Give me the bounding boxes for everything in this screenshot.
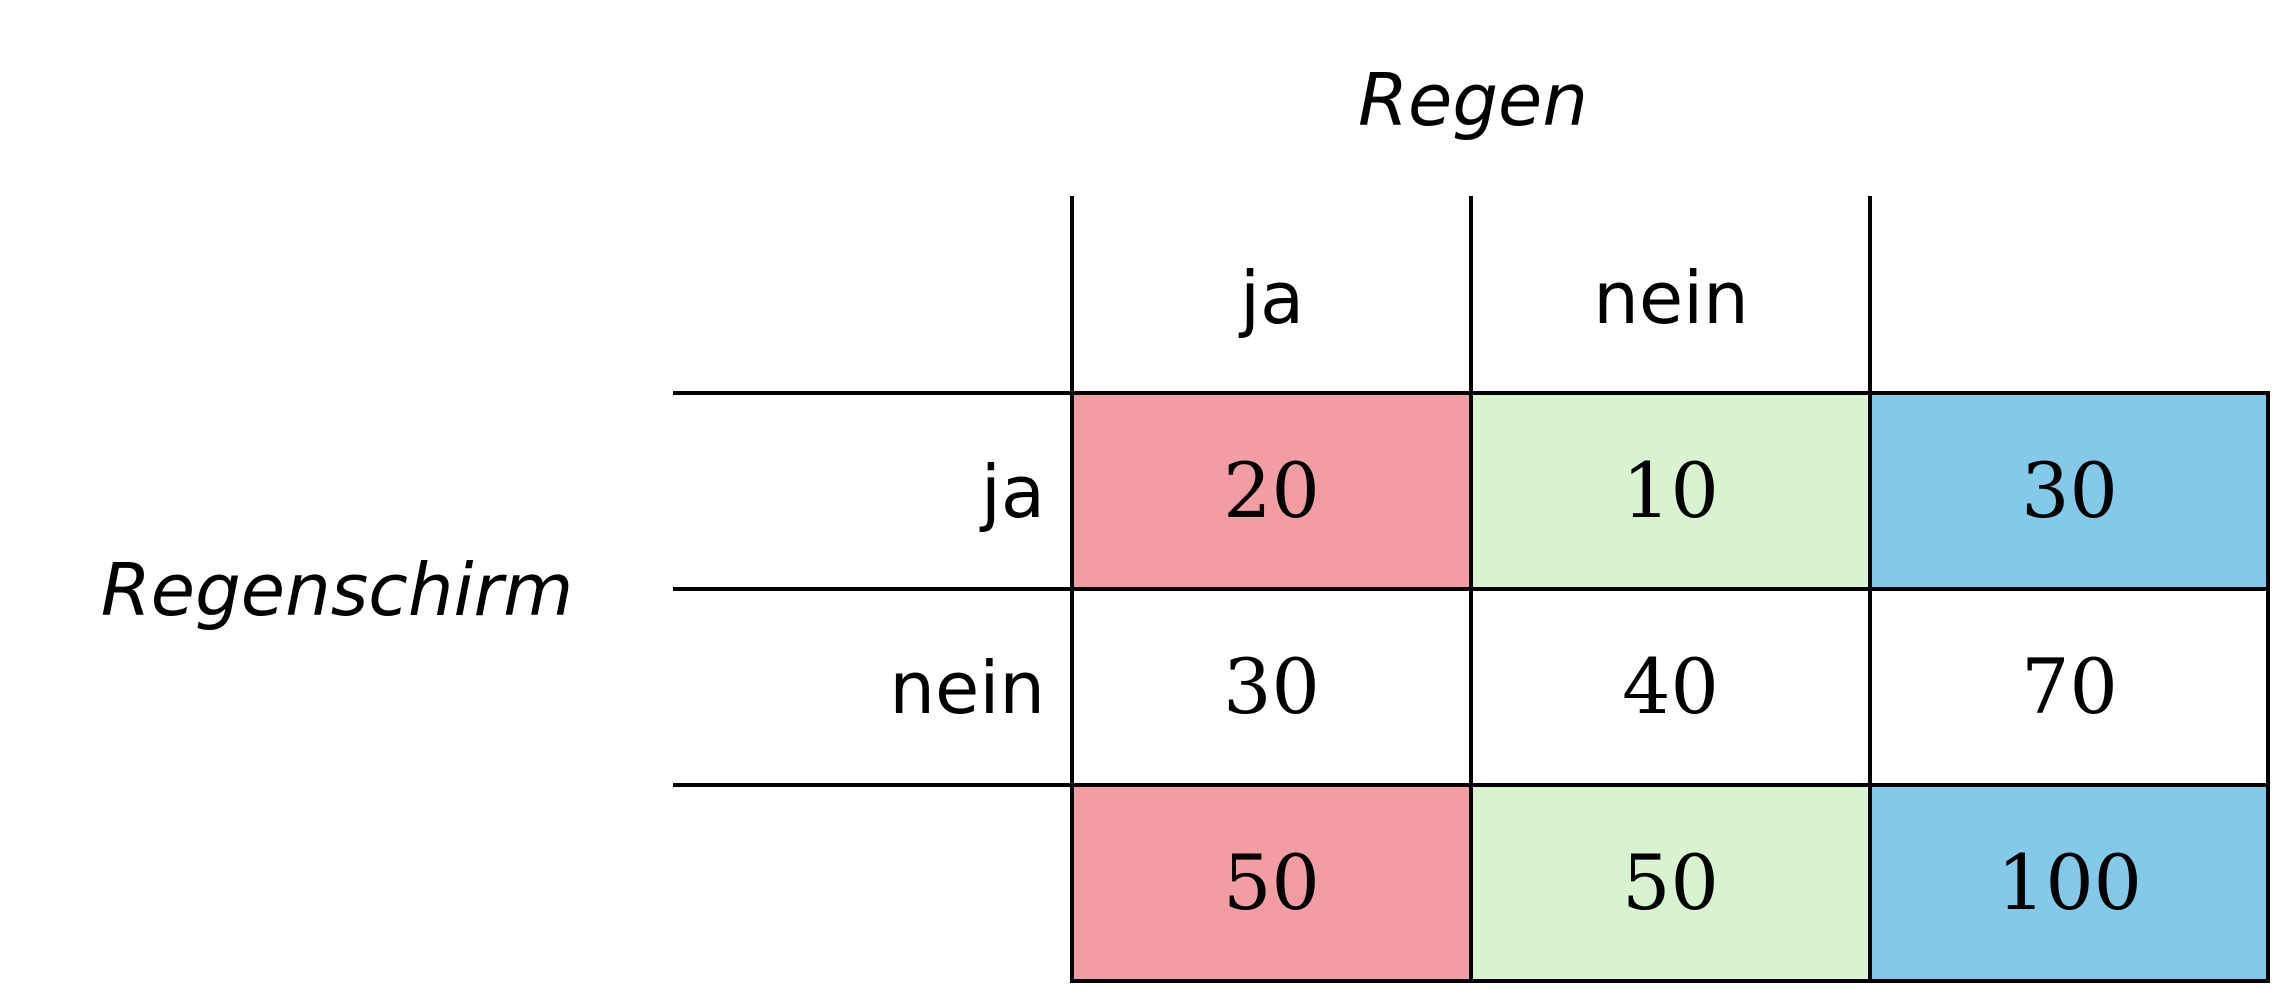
grid-line-horizontal [1070, 979, 2270, 983]
cell-value: 30 [2021, 446, 2118, 535]
cell-value: 20 [1223, 446, 1320, 535]
cell-value: 100 [1996, 838, 2143, 927]
cell-nein-total: 70 [1870, 589, 2269, 785]
cell-value: 40 [1622, 642, 1719, 731]
column-header-nein: nein [1593, 256, 1749, 340]
grid-line-vertical [1070, 196, 1074, 983]
grid-line-vertical [1469, 196, 1473, 983]
cell-value: 30 [1223, 642, 1320, 731]
cell-ja-nein: 10 [1471, 393, 1870, 589]
cell-total-ja: 50 [1072, 785, 1471, 981]
cell-total-nein: 50 [1471, 785, 1870, 981]
row-header-ja: ja [980, 450, 1045, 534]
grid-line-vertical [2266, 391, 2270, 983]
cell-grand-total: 100 [1870, 785, 2269, 981]
row-header-nein: nein [889, 646, 1045, 730]
column-header-ja: ja [1239, 256, 1305, 340]
column-variable-title: Regen [1358, 58, 1588, 142]
cell-ja-total: 30 [1870, 393, 2269, 589]
grid-line-vertical [1868, 196, 1872, 983]
cell-value: 10 [1622, 446, 1719, 535]
cell-nein-nein: 40 [1471, 589, 1870, 785]
cell-value: 50 [1622, 838, 1719, 927]
cell-ja-ja: 20 [1072, 393, 1471, 589]
cell-value: 50 [1223, 838, 1320, 927]
cell-nein-ja: 30 [1072, 589, 1471, 785]
row-variable-title: Regenschirm [100, 548, 574, 632]
cell-value: 70 [2021, 642, 2118, 731]
